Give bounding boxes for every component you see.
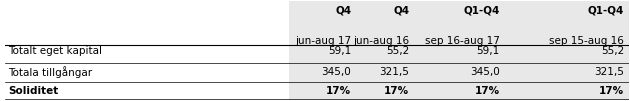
FancyBboxPatch shape	[289, 1, 629, 45]
Text: jun-aug 17: jun-aug 17	[295, 36, 351, 46]
Text: 59,1: 59,1	[328, 45, 351, 56]
Text: Totalt eget kapital: Totalt eget kapital	[8, 45, 102, 56]
Text: Q4: Q4	[335, 6, 351, 16]
Text: sep 15-aug 16: sep 15-aug 16	[549, 36, 624, 46]
Text: 55,2: 55,2	[601, 45, 624, 56]
Text: Q1-Q4: Q1-Q4	[588, 6, 624, 16]
FancyBboxPatch shape	[289, 82, 629, 100]
FancyBboxPatch shape	[289, 45, 629, 63]
Text: 17%: 17%	[326, 86, 351, 96]
Text: 55,2: 55,2	[386, 45, 410, 56]
Text: 17%: 17%	[599, 86, 624, 96]
Text: Totala tillgångar: Totala tillgångar	[8, 66, 92, 78]
Text: jun-aug 16: jun-aug 16	[353, 36, 410, 46]
Text: Q4: Q4	[393, 6, 410, 16]
Text: sep 16-aug 17: sep 16-aug 17	[425, 36, 500, 46]
Text: 321,5: 321,5	[379, 67, 410, 77]
Text: 17%: 17%	[384, 86, 410, 96]
Text: 345,0: 345,0	[321, 67, 351, 77]
Text: 321,5: 321,5	[595, 67, 624, 77]
Text: 345,0: 345,0	[470, 67, 500, 77]
FancyBboxPatch shape	[289, 63, 629, 82]
Text: Soliditet: Soliditet	[8, 86, 59, 96]
Text: 17%: 17%	[474, 86, 500, 96]
Text: Q1-Q4: Q1-Q4	[463, 6, 500, 16]
Text: 59,1: 59,1	[476, 45, 500, 56]
